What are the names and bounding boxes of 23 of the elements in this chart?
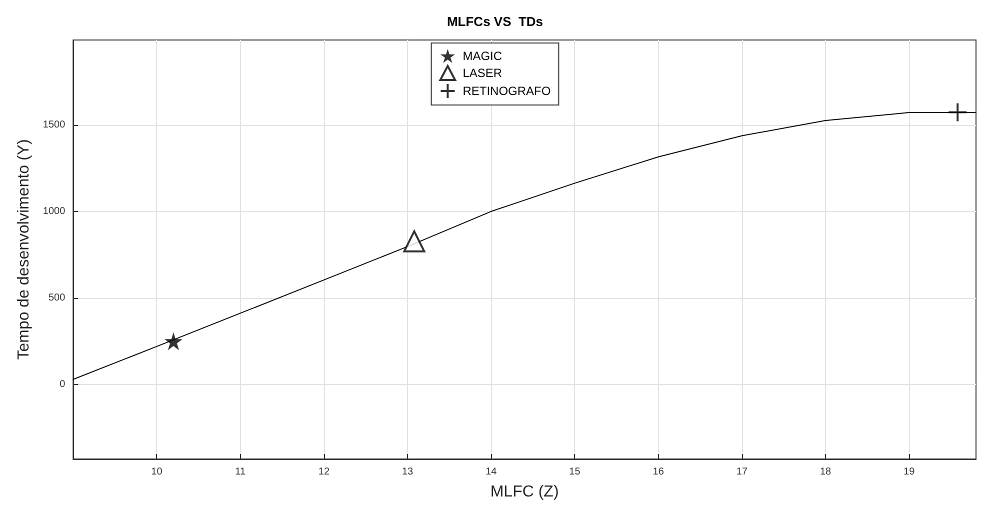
x-tick-label: 11 <box>235 466 246 478</box>
y-tick-label: 0 <box>60 379 66 390</box>
x-tick-label: 18 <box>820 466 832 478</box>
x-tick-label: 10 <box>151 466 163 478</box>
y-tick-label: 500 <box>48 292 66 304</box>
x-axis-title: MLFC (Z) <box>490 484 559 500</box>
point <box>164 332 182 350</box>
x-tick-label: 15 <box>569 466 581 478</box>
point <box>403 230 426 252</box>
y-axis-title: Tempo de desenvolvimento (Y) <box>16 139 32 360</box>
legend-label: RETINOGRAFO <box>462 84 551 98</box>
x-tick-label: 12 <box>318 466 330 478</box>
x-tick-label: 17 <box>736 466 748 478</box>
y-tick-label: 1500 <box>42 119 66 130</box>
y-tick-label: 1000 <box>42 206 66 217</box>
legend-label: LASER <box>462 66 502 80</box>
chart-title: MLFCs VS TDs <box>446 14 544 29</box>
x-tick-label: 19 <box>904 466 916 478</box>
point <box>948 102 968 122</box>
legend-label: MAGIC <box>462 49 502 63</box>
x-tick-label: 16 <box>652 466 664 478</box>
x-tick-label: 14 <box>486 466 498 478</box>
x-tick-label: 13 <box>402 466 414 478</box>
